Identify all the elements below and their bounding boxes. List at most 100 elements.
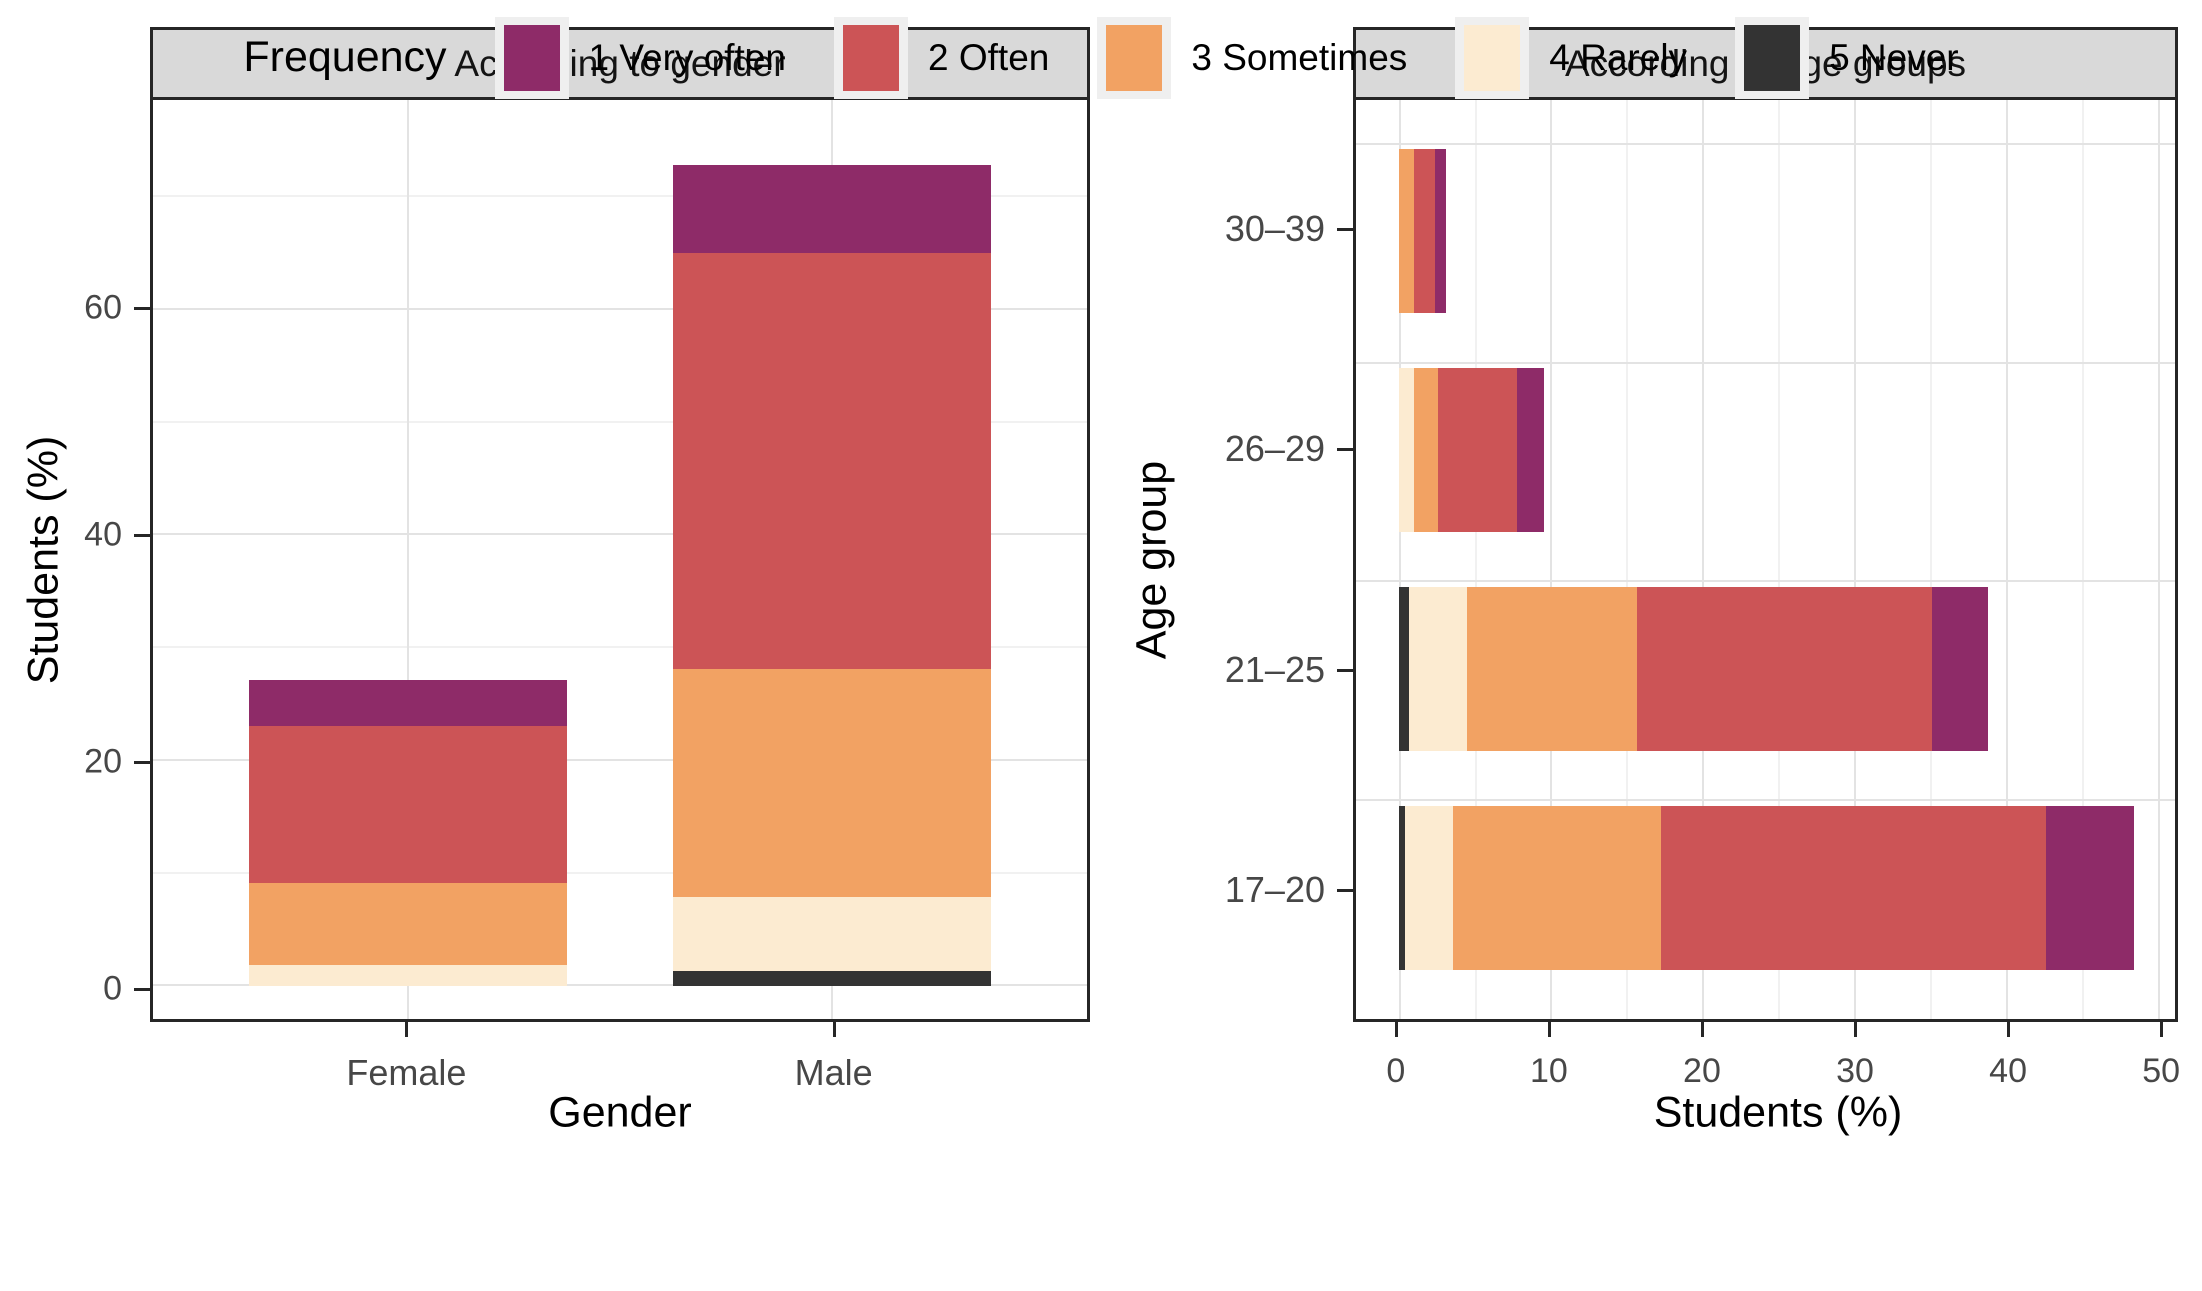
gridline-major <box>406 100 409 1019</box>
gridline-major <box>1356 799 2175 802</box>
y-axis-title-age-group: Age group <box>1127 460 1176 660</box>
x-tick-label: 50 <box>2142 1052 2181 1090</box>
bar-segment <box>673 165 992 254</box>
panel-age <box>1353 97 2178 1022</box>
legend-swatch <box>1464 24 1521 91</box>
bar-segment <box>248 882 567 965</box>
gridline-minor <box>153 420 1087 423</box>
bar-segment <box>1413 368 1439 533</box>
bar-segment <box>1413 149 1435 314</box>
y-tick-label: 60 <box>84 288 122 327</box>
bar-segment <box>248 679 567 726</box>
bar-segment <box>673 669 992 898</box>
bar-segment <box>1404 805 1454 970</box>
y-category-label: 17–20 <box>1224 868 1325 910</box>
panel-gender-plot-area <box>153 100 1087 1019</box>
x-axis-title-gender: Gender <box>548 1088 692 1137</box>
legend-swatch <box>503 24 560 91</box>
x-category-label: Female <box>346 1052 467 1093</box>
gridline-major <box>1550 100 1553 1019</box>
y-tick-mark <box>1337 228 1353 232</box>
x-tick-mark <box>1854 1022 1858 1037</box>
gridline-major <box>1356 361 2175 364</box>
y-tick-label: 40 <box>84 515 122 554</box>
legend-item-label: 5 Never <box>1829 36 1959 78</box>
legend-key <box>834 16 908 99</box>
bar-segment <box>248 964 567 987</box>
gridline-major <box>153 984 1087 987</box>
y-tick-label: 20 <box>84 742 122 781</box>
bar-segment <box>1398 805 1405 970</box>
y-axis-gender: 0 20 40 60 <box>0 97 150 1022</box>
bar-segment <box>673 897 992 971</box>
x-tick-mark <box>1700 1022 1704 1037</box>
y-category-label: 26–29 <box>1224 428 1325 470</box>
y-category-label: 21–25 <box>1224 648 1325 690</box>
bar-segment <box>248 725 567 883</box>
bar-segment <box>673 253 992 670</box>
legend-swatch <box>1744 24 1801 91</box>
legend-item-label: 4 Rarely <box>1549 36 1688 78</box>
y-tick-mark <box>134 988 150 992</box>
bar-segment <box>1398 149 1414 314</box>
gridline-minor <box>153 646 1087 649</box>
gridline-major <box>1398 100 1401 1019</box>
legend-item-label: 2 Often <box>928 36 1050 78</box>
gridline-major <box>2006 100 2009 1019</box>
x-tick-mark <box>832 1022 836 1037</box>
bar-segment <box>1453 805 1662 970</box>
bar-segment <box>1398 586 1410 751</box>
y-category-label: 30–39 <box>1224 208 1325 250</box>
bar-segment <box>1409 586 1467 751</box>
legend-item-4: 4 Rarely <box>1455 16 1688 99</box>
x-tick-mark <box>1394 1022 1398 1037</box>
bar-segment <box>1438 368 1518 533</box>
bar-segment <box>1466 586 1638 751</box>
bar-segment <box>673 970 992 987</box>
x-tick-label: 0 <box>1386 1052 1406 1090</box>
legend-item-5: 5 Never <box>1735 16 1959 99</box>
legend-item-2: 2 Often <box>834 16 1050 99</box>
y-tick-mark <box>1337 668 1353 672</box>
x-axis-title-students-pct-right: Students (%) <box>1653 1088 1903 1137</box>
x-category-label: Male <box>794 1052 873 1093</box>
x-tick-mark <box>405 1022 409 1037</box>
legend-swatch <box>843 24 899 91</box>
legend-key <box>1097 16 1172 99</box>
gridline-minor <box>153 194 1087 197</box>
gridline-minor <box>2082 100 2085 1019</box>
y-tick-mark <box>1337 448 1353 452</box>
x-tick-label: 40 <box>1989 1052 2028 1090</box>
bar-segment <box>1398 368 1414 533</box>
legend: Frequency 1 Very often 2 Often 3 Sometimes… <box>0 0 2202 115</box>
x-tick-label: 20 <box>1683 1052 1721 1090</box>
gridline-major <box>2158 100 2161 1019</box>
legend-item-1: 1 Very often <box>494 16 786 99</box>
gridline-major <box>153 533 1087 536</box>
bar-segment <box>1435 149 1446 314</box>
y-tick-mark <box>134 761 150 765</box>
gridline-minor <box>1474 100 1477 1019</box>
y-axis-age: 17–20 21–25 26–29 30–39 <box>1100 97 1353 1022</box>
panel-gender <box>150 97 1090 1022</box>
legend-swatch <box>1106 24 1163 91</box>
x-tick-mark <box>2160 1022 2164 1037</box>
x-axis-age: 0 10 20 30 40 50 <box>1353 1022 2181 1152</box>
x-axis-gender: Female Male <box>150 1022 1090 1152</box>
bar-segment <box>1931 586 1989 751</box>
gridline-major <box>1854 100 1857 1019</box>
gridline-major <box>153 307 1087 310</box>
bar-segment <box>1661 805 2046 970</box>
gridline-major <box>153 758 1087 761</box>
gridline-minor <box>1930 100 1933 1019</box>
y-tick-mark <box>1337 888 1353 892</box>
gridline-major <box>1356 142 2175 145</box>
legend-key <box>1735 16 1810 99</box>
legend-key <box>1455 16 1530 99</box>
gridline-major <box>1702 100 1705 1019</box>
legend-item-label: 3 Sometimes <box>1191 36 1408 78</box>
gridline-minor <box>1626 100 1629 1019</box>
y-tick-label: 0 <box>103 969 122 1008</box>
legend-title: Frequency <box>243 33 447 81</box>
